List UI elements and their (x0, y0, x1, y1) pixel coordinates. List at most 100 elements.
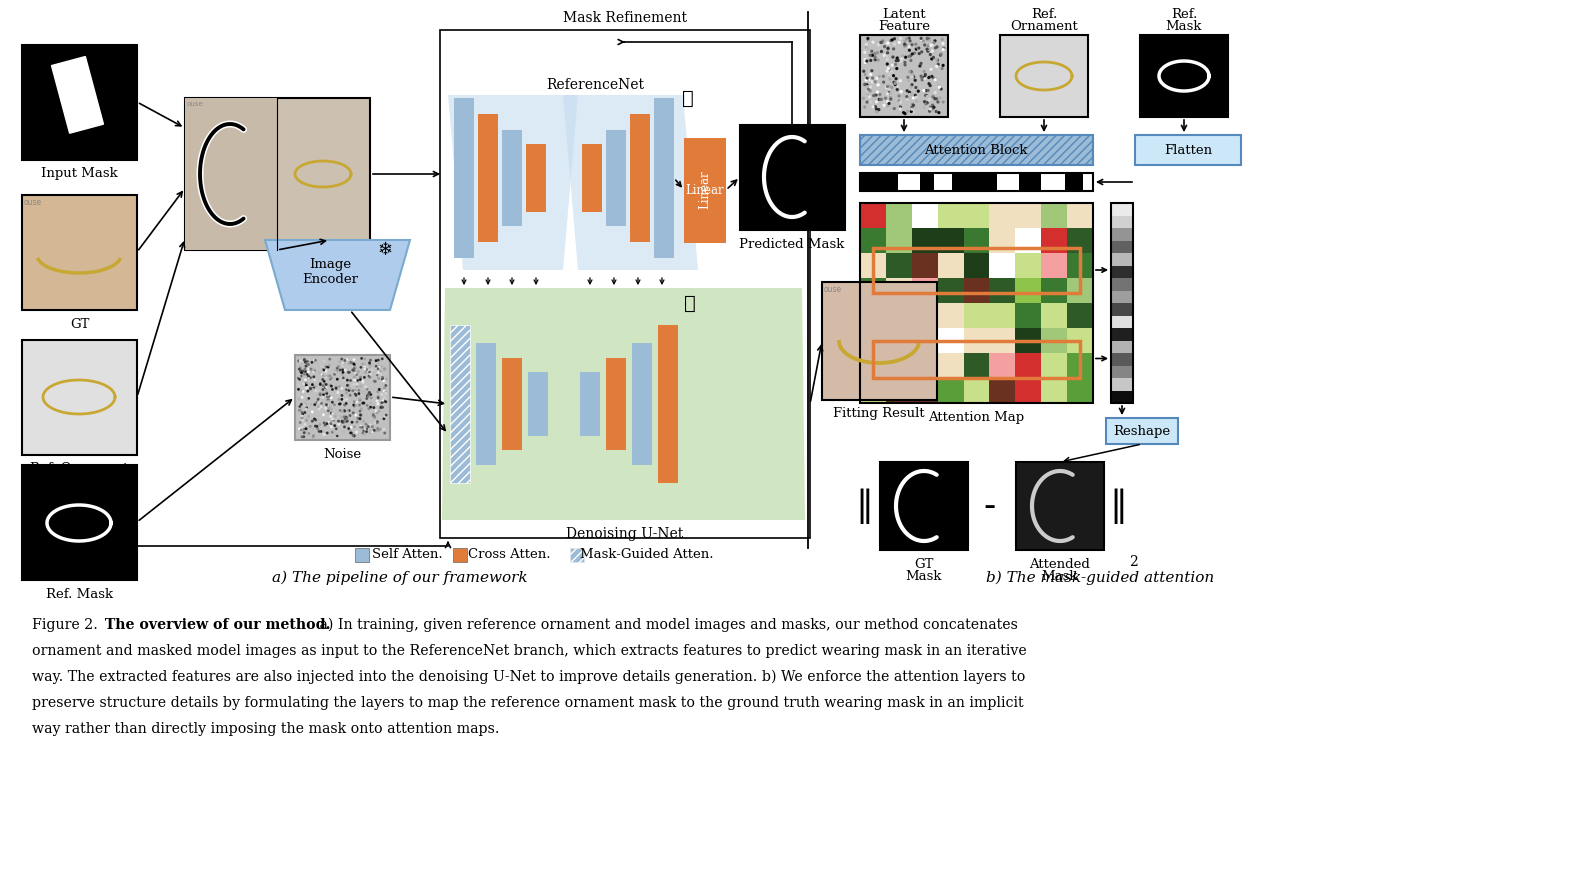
FancyBboxPatch shape (861, 253, 886, 278)
Point (319, 391, 344, 405)
Point (872, 48, 897, 62)
FancyBboxPatch shape (963, 253, 990, 278)
Point (362, 375, 387, 389)
Point (292, 361, 317, 376)
Point (293, 355, 319, 369)
Point (320, 407, 346, 421)
Point (913, 96, 939, 111)
FancyBboxPatch shape (1015, 303, 1041, 328)
Point (357, 425, 383, 440)
Point (853, 40, 878, 54)
Point (287, 366, 312, 380)
Point (287, 369, 312, 384)
Point (912, 83, 937, 97)
Point (874, 36, 899, 50)
Point (328, 381, 354, 395)
Point (295, 371, 320, 385)
Point (901, 98, 926, 112)
Point (907, 59, 932, 73)
FancyBboxPatch shape (1066, 228, 1093, 253)
Point (287, 360, 312, 375)
Point (912, 95, 937, 109)
Point (320, 363, 346, 377)
FancyBboxPatch shape (355, 548, 368, 562)
FancyBboxPatch shape (861, 378, 886, 403)
Point (344, 377, 370, 392)
Point (295, 392, 320, 407)
Point (325, 414, 351, 428)
Text: Mask: Mask (1042, 569, 1078, 582)
FancyBboxPatch shape (963, 328, 990, 353)
Point (332, 415, 357, 429)
Text: Flatten: Flatten (1164, 144, 1211, 156)
Point (371, 374, 397, 388)
Point (289, 366, 314, 380)
FancyBboxPatch shape (990, 203, 1015, 228)
Point (341, 406, 367, 420)
Point (902, 73, 928, 87)
FancyBboxPatch shape (1041, 278, 1066, 303)
Point (883, 54, 909, 68)
FancyBboxPatch shape (1041, 378, 1066, 403)
Point (854, 95, 880, 109)
Point (359, 397, 384, 411)
Text: Mask: Mask (1165, 21, 1202, 34)
Point (351, 357, 376, 371)
Point (325, 359, 351, 374)
FancyBboxPatch shape (912, 303, 937, 328)
Point (330, 363, 355, 377)
Point (881, 69, 907, 83)
Point (354, 418, 379, 433)
Point (886, 94, 912, 108)
Point (306, 402, 332, 417)
Point (902, 92, 928, 106)
Point (330, 368, 355, 382)
Point (320, 412, 346, 426)
FancyBboxPatch shape (1111, 241, 1133, 253)
Point (335, 355, 360, 369)
Point (888, 100, 913, 114)
Point (856, 32, 881, 46)
Point (352, 351, 378, 366)
Point (343, 393, 368, 408)
Point (312, 418, 338, 433)
Point (352, 422, 378, 436)
Point (854, 70, 880, 85)
Point (341, 398, 367, 412)
Point (295, 380, 320, 394)
Point (341, 399, 367, 413)
Point (352, 427, 378, 442)
Point (920, 100, 945, 114)
Point (285, 382, 311, 396)
Text: Attention Block: Attention Block (925, 144, 1028, 156)
FancyBboxPatch shape (453, 548, 467, 562)
Point (869, 92, 894, 106)
Point (292, 405, 317, 419)
Point (909, 70, 934, 85)
FancyBboxPatch shape (990, 228, 1015, 253)
Point (875, 57, 901, 71)
Point (365, 415, 391, 429)
Point (877, 81, 902, 95)
Point (371, 411, 397, 425)
Text: GT: GT (70, 318, 89, 331)
Point (335, 403, 360, 417)
Point (862, 50, 888, 64)
Point (885, 82, 910, 96)
Point (874, 91, 899, 105)
Point (867, 93, 893, 107)
FancyBboxPatch shape (861, 278, 886, 303)
Text: Figure 2.: Figure 2. (32, 618, 97, 632)
Text: Attention Map: Attention Map (928, 410, 1023, 424)
Point (314, 400, 340, 414)
Point (859, 72, 885, 87)
Point (285, 354, 311, 368)
Point (370, 383, 395, 397)
Point (856, 32, 881, 46)
Point (335, 414, 360, 428)
Point (365, 367, 391, 381)
Point (920, 37, 945, 52)
Point (883, 56, 909, 70)
Point (347, 370, 373, 384)
Point (917, 70, 942, 85)
